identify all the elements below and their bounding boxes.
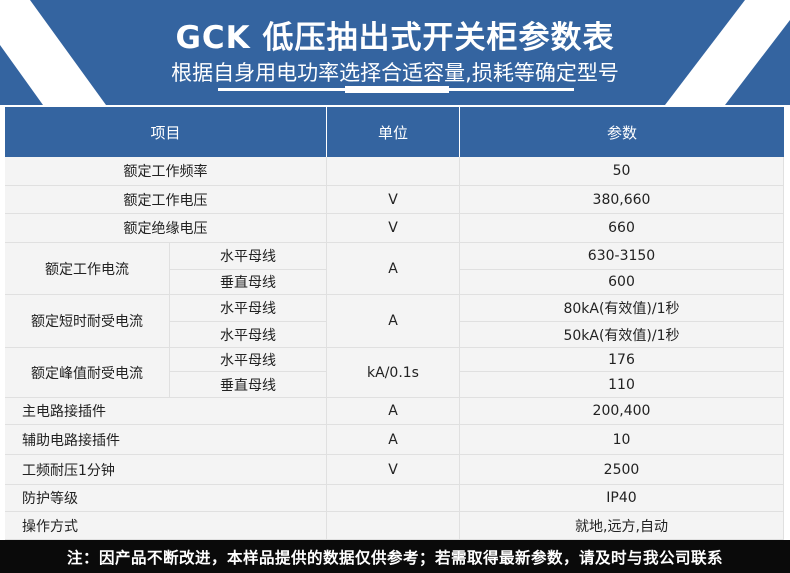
row-sub-label: 水平母线 [170,243,327,270]
page-title: GCK 低压抽出式开关柜参数表 [175,20,615,56]
column-header-unit: 单位 [327,107,460,157]
row-value: 600 [460,270,784,295]
row-sub-label: 垂直母线 [170,270,327,295]
row-item-label: 操作方式 [5,512,327,540]
spec-table: 项目 单位 参数 额定工作频率 50 额定工作电压 V 380,660 额定绝缘电压 V 66… [5,107,784,540]
row-item-label: 额定绝缘电压 [5,214,327,243]
row-item-label: 额定工作频率 [5,157,327,186]
footer-note: 注：因产品不断改进，本样品提供的数据仅供参考；若需取得最新参数，请及时与我公司联… [0,540,790,573]
row-unit: A [327,398,460,425]
banner-background [0,0,790,105]
row-item-label: 工频耐压1分钟 [5,455,327,485]
row-item-label: 主电路接插件 [5,398,327,425]
row-value: 110 [460,372,784,398]
row-item-label: 额定工作电压 [5,186,327,214]
row-value: 就地,远方,自动 [460,512,784,540]
row-unit [327,157,460,186]
header-banner: GCK 低压抽出式开关柜参数表 根据自身用电功率选择合适容量,损耗等确定型号 [0,0,790,105]
row-value: 50kA(有效值)/1秒 [460,322,784,348]
row-value: 630-3150 [460,243,784,270]
row-unit: A [327,295,460,348]
row-unit: A [327,243,460,295]
row-value: 2500 [460,455,784,485]
row-value: 176 [460,348,784,372]
row-unit: V [327,186,460,214]
column-header-value: 参数 [460,107,784,157]
row-sub-label: 垂直母线 [170,372,327,398]
row-sub-label: 水平母线 [170,348,327,372]
row-value: 80kA(有效值)/1秒 [460,295,784,322]
page-subtitle: 根据自身用电功率选择合适容量,损耗等确定型号 [171,61,619,85]
row-sub-label: 水平母线 [170,322,327,348]
row-item-label: 辅助电路接插件 [5,425,327,455]
row-sub-label: 水平母线 [170,295,327,322]
row-item-label: 防护等级 [5,485,327,512]
row-item-label: 额定短时耐受电流 [5,295,170,348]
row-value: 380,660 [460,186,784,214]
row-unit [327,512,460,540]
row-unit: V [327,214,460,243]
column-header-item: 项目 [5,107,327,157]
row-value: 660 [460,214,784,243]
row-value: 10 [460,425,784,455]
row-value: 50 [460,157,784,186]
row-unit: kA/0.1s [327,348,460,398]
row-value: IP40 [460,485,784,512]
row-item-label: 额定工作电流 [5,243,170,295]
row-item-label: 额定峰值耐受电流 [5,348,170,398]
row-unit: V [327,455,460,485]
row-value: 200,400 [460,398,784,425]
row-unit: A [327,425,460,455]
row-unit [327,485,460,512]
